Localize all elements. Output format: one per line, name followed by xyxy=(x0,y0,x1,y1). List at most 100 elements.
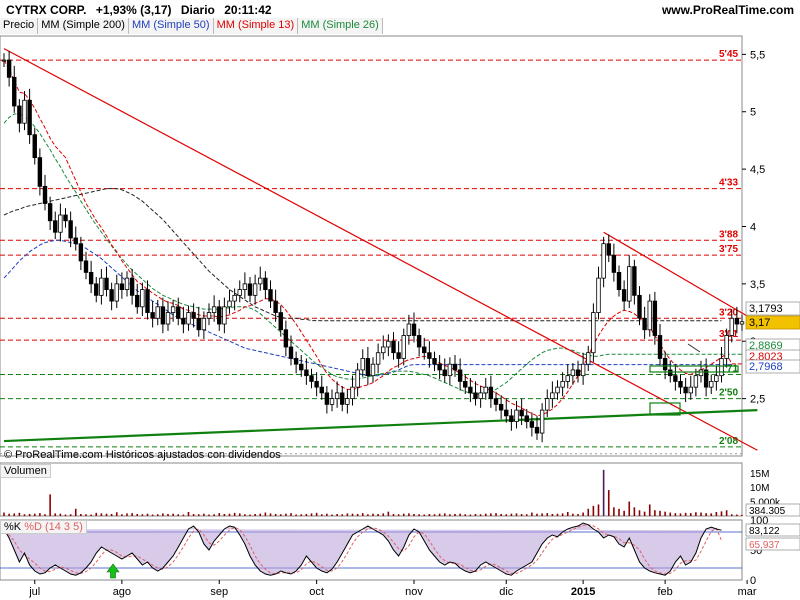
candle-body[interactable] xyxy=(560,381,565,388)
candle-body[interactable] xyxy=(375,352,381,365)
legend-price[interactable]: Precio xyxy=(0,18,39,34)
candle-body[interactable] xyxy=(550,392,555,400)
candle-body[interactable] xyxy=(206,312,212,319)
candle-body[interactable] xyxy=(437,363,442,371)
candle-body[interactable] xyxy=(580,363,586,377)
candle-body[interactable] xyxy=(422,346,427,354)
candle-body[interactable] xyxy=(94,283,99,296)
candle-body[interactable] xyxy=(683,386,688,394)
candle-body[interactable] xyxy=(396,352,401,359)
candle-body[interactable] xyxy=(304,369,309,377)
candle-body[interactable] xyxy=(703,369,709,388)
candle-body[interactable] xyxy=(150,312,155,319)
candle-body[interactable] xyxy=(324,392,330,405)
candle-body[interactable] xyxy=(114,283,119,302)
candle-body[interactable] xyxy=(632,266,637,296)
candle-body[interactable] xyxy=(365,358,371,377)
candle-body[interactable] xyxy=(668,369,673,377)
legend-sma26[interactable]: MM (Simple 26) xyxy=(298,18,383,34)
candle-body[interactable] xyxy=(186,312,191,325)
candle-body[interactable] xyxy=(47,203,53,222)
legend-sma50[interactable]: MM (Simple 50) xyxy=(128,18,214,34)
candle-body[interactable] xyxy=(498,403,504,411)
candle-body[interactable] xyxy=(63,214,68,222)
candle-body[interactable] xyxy=(586,352,591,365)
candle-body[interactable] xyxy=(381,346,386,354)
candle-body[interactable] xyxy=(78,243,84,262)
candle-body[interactable] xyxy=(673,375,678,382)
candle-body[interactable] xyxy=(350,386,355,400)
candle-body[interactable] xyxy=(386,340,391,348)
candle-body[interactable] xyxy=(539,409,545,434)
candle-body[interactable] xyxy=(693,375,699,388)
candle-body[interactable] xyxy=(278,312,283,331)
candle-body[interactable] xyxy=(73,237,78,245)
candle-body[interactable] xyxy=(283,329,289,348)
candle-body[interactable] xyxy=(22,99,27,124)
candle-body[interactable] xyxy=(570,369,576,377)
candle-body[interactable] xyxy=(524,415,529,422)
candle-body[interactable] xyxy=(1,59,7,62)
candle-body[interactable] xyxy=(181,317,186,325)
candle-body[interactable] xyxy=(488,386,494,400)
legend-sma13[interactable]: MM (Simple 13) xyxy=(213,18,299,34)
candle-body[interactable] xyxy=(678,381,683,388)
candle-body[interactable] xyxy=(12,76,17,107)
candle-body[interactable] xyxy=(493,398,499,405)
candle-body[interactable] xyxy=(53,220,58,233)
candle-body[interactable] xyxy=(688,386,693,394)
candle-body[interactable] xyxy=(657,335,663,359)
candle-body[interactable] xyxy=(616,271,622,291)
candle-body[interactable] xyxy=(565,375,570,382)
candle-body[interactable] xyxy=(252,283,258,296)
candle-body[interactable] xyxy=(596,277,601,313)
candle-body[interactable] xyxy=(652,300,658,336)
candle-body[interactable] xyxy=(135,294,140,308)
volume-title[interactable]: Volumen xyxy=(0,464,51,478)
candle-body[interactable] xyxy=(42,185,48,204)
candle-body[interactable] xyxy=(698,369,704,377)
candle-body[interactable] xyxy=(196,317,201,331)
candle-body[interactable] xyxy=(391,340,396,354)
candle-body[interactable] xyxy=(222,306,227,325)
candle-body[interactable] xyxy=(483,386,488,394)
candle-body[interactable] xyxy=(237,289,242,296)
candle-body[interactable] xyxy=(109,289,114,302)
candle-body[interactable] xyxy=(729,317,734,336)
candle-body[interactable] xyxy=(88,271,94,285)
legend-sma200[interactable]: MM (Simple 200) xyxy=(38,18,129,34)
candle-body[interactable] xyxy=(140,289,145,308)
candle-body[interactable] xyxy=(273,300,278,313)
candle-body[interactable] xyxy=(119,283,125,291)
candle-body[interactable] xyxy=(145,289,150,313)
candle-body[interactable] xyxy=(432,358,437,365)
candle-body[interactable] xyxy=(442,369,447,377)
candle-body[interactable] xyxy=(519,409,524,417)
candle-body[interactable] xyxy=(319,386,324,394)
candle-body[interactable] xyxy=(129,277,135,296)
candle-body[interactable] xyxy=(719,358,724,377)
candle-body[interactable] xyxy=(534,426,540,434)
candle-body[interactable] xyxy=(647,300,652,331)
candle-body[interactable] xyxy=(247,283,253,296)
candle-body[interactable] xyxy=(714,375,719,382)
candle-body[interactable] xyxy=(217,306,222,325)
candle-body[interactable] xyxy=(268,289,273,302)
candle-body[interactable] xyxy=(642,317,647,331)
candle-body[interactable] xyxy=(340,392,345,405)
candle-body[interactable] xyxy=(734,317,740,325)
stoch-title[interactable]: %K %D (14 3 5) xyxy=(0,520,87,534)
candle-body[interactable] xyxy=(263,277,268,291)
candle-body[interactable] xyxy=(545,398,550,411)
candle-body[interactable] xyxy=(232,294,237,302)
candle-body[interactable] xyxy=(724,335,729,359)
candle-body[interactable] xyxy=(124,277,130,291)
candle-body[interactable] xyxy=(242,283,248,291)
candle-body[interactable] xyxy=(416,335,422,348)
candle-body[interactable] xyxy=(401,335,406,359)
candle-body[interactable] xyxy=(345,398,350,405)
candle-body[interactable] xyxy=(601,243,606,279)
candle-body[interactable] xyxy=(463,381,468,388)
candle-body[interactable] xyxy=(27,99,32,136)
candle-body[interactable] xyxy=(555,386,560,394)
